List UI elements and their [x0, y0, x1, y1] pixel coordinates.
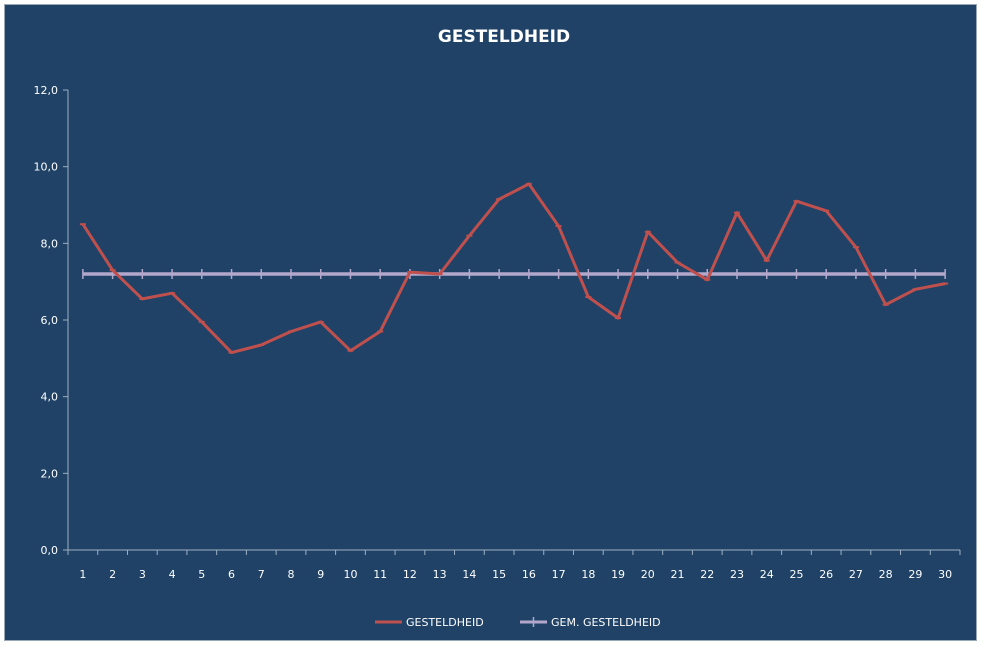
x-tick-label: 3 — [139, 568, 146, 581]
series-line-gesteldheid — [81, 182, 946, 355]
legend-label: GEM. GESTELDHEID — [551, 616, 661, 629]
x-tick-label: 26 — [819, 568, 833, 581]
x-tick-label: 13 — [433, 568, 447, 581]
x-tick-label: 25 — [789, 568, 803, 581]
x-tick-label: 14 — [462, 568, 476, 581]
x-tick-label: 27 — [849, 568, 863, 581]
y-tick-label: 10,0 — [34, 161, 59, 174]
y-tick-label: 12,0 — [34, 84, 59, 97]
x-tick-label: 28 — [879, 568, 893, 581]
x-tick-label: 9 — [317, 568, 324, 581]
x-tick-label: 21 — [671, 568, 685, 581]
x-tick-label: 20 — [641, 568, 655, 581]
axes: 0,02,04,06,08,010,012,01 2 3 4 5 6 7 8 9 10 11 12 13… — [34, 84, 961, 581]
x-tick-label: 23 — [730, 568, 744, 581]
x-tick-label: 7 — [258, 568, 265, 581]
x-tick-label: 4 — [169, 568, 176, 581]
x-tick-label: 12 — [403, 568, 417, 581]
x-tick-label: 1 — [79, 568, 86, 581]
x-tick-label: 18 — [581, 568, 595, 581]
x-tick-label: 29 — [908, 568, 922, 581]
series-layer — [79, 182, 949, 355]
x-tick-label: 30 — [938, 568, 952, 581]
x-tick-label: 10 — [343, 568, 357, 581]
x-tick-label: 5 — [198, 568, 205, 581]
x-tick-label: 16 — [522, 568, 536, 581]
chart-frame — [4, 4, 977, 641]
x-tick-label: 8 — [288, 568, 295, 581]
x-tick-label: 15 — [492, 568, 506, 581]
y-tick-label: 2,0 — [41, 467, 59, 480]
y-tick-label: 8,0 — [41, 237, 59, 250]
x-tick-label: 17 — [552, 568, 566, 581]
y-tick-label: 4,0 — [41, 391, 59, 404]
y-tick-label: 0,0 — [41, 544, 59, 557]
x-tick-label: 22 — [700, 568, 714, 581]
x-tick-label: 19 — [611, 568, 625, 581]
legend-label: GESTELDHEID — [406, 616, 484, 629]
x-tick-label: 2 — [109, 568, 116, 581]
x-tick-label: 6 — [228, 568, 235, 581]
chart-title: GESTELDHEID — [438, 27, 570, 47]
y-tick-label: 6,0 — [41, 314, 59, 327]
legend: GESTELDHEID GEM. GESTELDHEID — [375, 616, 661, 629]
x-tick-label: 24 — [760, 568, 774, 581]
x-tick-label: 11 — [373, 568, 387, 581]
